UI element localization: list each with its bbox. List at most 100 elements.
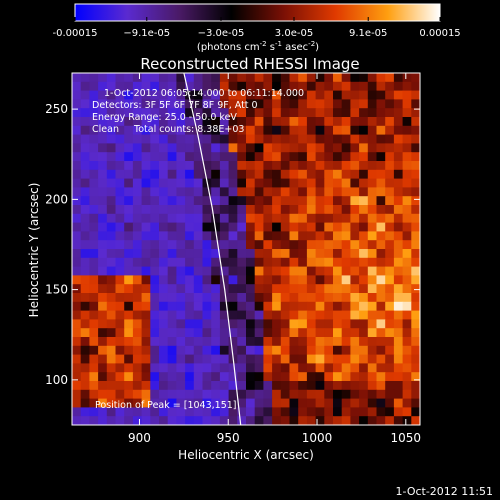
heatmap-cell: [411, 363, 420, 373]
heatmap-cell: [376, 301, 386, 312]
heatmap-cell: [98, 196, 108, 206]
heatmap-cell: [159, 143, 169, 153]
heatmap-cell: [80, 81, 90, 92]
heatmap-cell: [289, 328, 299, 338]
heatmap-cell: [341, 222, 351, 232]
heatmap-cell: [228, 319, 238, 329]
heatmap-cell: [324, 301, 334, 312]
heatmap-cell: [159, 257, 169, 268]
heatmap-cell: [185, 161, 195, 171]
heatmap-cell: [211, 125, 221, 136]
heatmap-cell: [150, 81, 160, 92]
heatmap-cell: [272, 187, 282, 197]
heatmap-cell: [315, 407, 325, 417]
heatmap-cell: [150, 222, 160, 232]
heatmap-cell: [228, 328, 238, 338]
heatmap-cell: [176, 169, 186, 180]
heatmap-cell: [263, 108, 273, 118]
heatmap-cell: [359, 293, 369, 303]
heatmap-cell: [219, 381, 230, 391]
heatmap-cell: [333, 275, 343, 285]
heatmap-cell: [185, 381, 195, 391]
heatmap-cell: [411, 416, 420, 425]
heatmap-cell: [333, 301, 343, 312]
heatmap-cell: [263, 196, 273, 206]
heatmap-cell: [98, 257, 108, 268]
heatmap-cell: [150, 416, 160, 425]
heatmap-cell: [193, 363, 204, 373]
heatmap-cell: [106, 284, 117, 294]
heatmap-cell: [324, 389, 334, 400]
heatmap-cell: [298, 240, 308, 250]
heatmap-cell: [367, 99, 378, 109]
heatmap-cell: [228, 310, 238, 320]
heatmap-cell: [306, 310, 317, 320]
heatmap-cell: [289, 99, 299, 109]
heatmap-cell: [359, 187, 369, 197]
heatmap-cell: [341, 125, 351, 136]
heatmap-cell: [324, 117, 334, 127]
heatmap-cell: [176, 161, 186, 171]
heatmap-cell: [350, 319, 360, 329]
heatmap-cell: [280, 363, 291, 373]
heatmap-cell: [350, 125, 360, 136]
heatmap-cell: [237, 310, 247, 320]
heatmap-cell: [254, 143, 264, 153]
heatmap-cell: [211, 416, 221, 425]
heatmap-cell: [115, 266, 125, 276]
heatmap-cell: [115, 178, 125, 188]
heatmap-cell: [315, 90, 325, 100]
heatmap-cell: [359, 301, 369, 312]
heatmap-cell: [272, 389, 282, 400]
heatmap-cell: [115, 293, 125, 303]
heatmap-cell: [228, 125, 238, 136]
heatmap-cell: [202, 372, 212, 382]
heatmap-cell: [202, 134, 212, 144]
heatmap-cell: [298, 213, 308, 224]
heatmap-cell: [263, 222, 273, 232]
heatmap-cell: [176, 293, 186, 303]
heatmap-cell: [333, 337, 343, 347]
heatmap-cell: [219, 310, 230, 320]
heatmap-cell: [176, 152, 186, 162]
heatmap-cell: [367, 161, 378, 171]
heatmap-cell: [376, 187, 386, 197]
heatmap-cell: [280, 389, 291, 400]
heatmap-cell: [367, 73, 378, 83]
heatmap-cell: [115, 328, 125, 338]
heatmap-cell: [393, 231, 404, 241]
heatmap-cell: [72, 257, 82, 268]
heatmap-cell: [124, 381, 134, 391]
heatmap-cell: [376, 337, 386, 347]
heatmap-cell: [150, 152, 160, 162]
heatmap-cell: [341, 117, 351, 127]
heatmap-cell: [411, 319, 420, 329]
heatmap-cell: [72, 143, 82, 153]
heatmap-cell: [98, 161, 108, 171]
heatmap-cell: [411, 205, 420, 215]
heatmap-cell: [272, 275, 282, 285]
heatmap-cell: [167, 257, 177, 268]
heatmap-cell: [159, 381, 169, 391]
heatmap-cell: [411, 310, 420, 320]
heatmap-cell: [150, 161, 160, 171]
heatmap-cell: [333, 345, 343, 356]
heatmap-cell: [185, 196, 195, 206]
heatmap-cell: [402, 99, 412, 109]
heatmap-cell: [298, 337, 308, 347]
heatmap-cell: [359, 398, 369, 408]
heatmap-cell: [246, 125, 256, 136]
heatmap-cell: [219, 222, 230, 232]
heatmap-cell: [72, 196, 82, 206]
heatmap-cell: [150, 117, 160, 127]
heatmap-cell: [385, 266, 395, 276]
heatmap-cell: [393, 213, 404, 224]
heatmap-cell: [333, 196, 343, 206]
heatmap-cell: [306, 152, 317, 162]
heatmap-cell: [306, 416, 317, 425]
heatmap-cell: [141, 416, 151, 425]
heatmap-cell: [393, 284, 404, 294]
heatmap-cell: [211, 161, 221, 171]
heatmap-cell: [246, 407, 256, 417]
heatmap-cell: [306, 293, 317, 303]
